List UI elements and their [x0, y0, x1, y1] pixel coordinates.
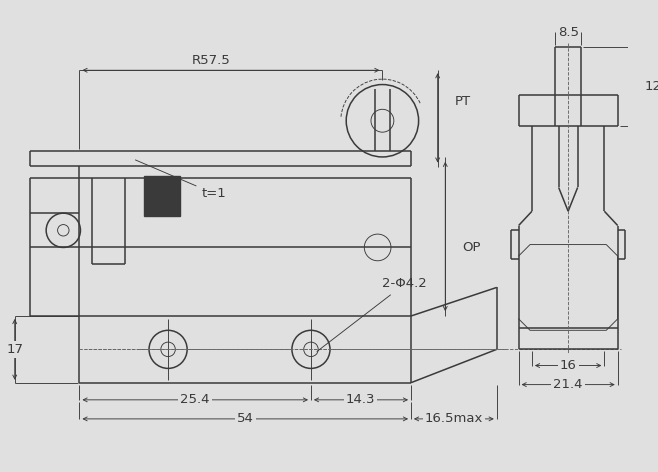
- Text: 16: 16: [560, 359, 576, 372]
- Text: 25.4: 25.4: [180, 393, 209, 406]
- Text: 14.3: 14.3: [345, 393, 375, 406]
- Text: t=1: t=1: [136, 160, 226, 200]
- Text: OP: OP: [463, 241, 481, 254]
- Text: PT: PT: [455, 95, 471, 108]
- Text: 54: 54: [237, 413, 254, 425]
- Bar: [144, 176, 180, 216]
- Text: R57.5: R57.5: [191, 54, 230, 67]
- Text: 2-Φ4.2: 2-Φ4.2: [317, 278, 427, 352]
- Text: 16.5max: 16.5max: [424, 413, 483, 425]
- Text: 17: 17: [6, 343, 23, 356]
- Text: 8.5: 8.5: [558, 25, 578, 39]
- Text: 21.4: 21.4: [553, 378, 583, 391]
- Text: 12: 12: [644, 80, 658, 93]
